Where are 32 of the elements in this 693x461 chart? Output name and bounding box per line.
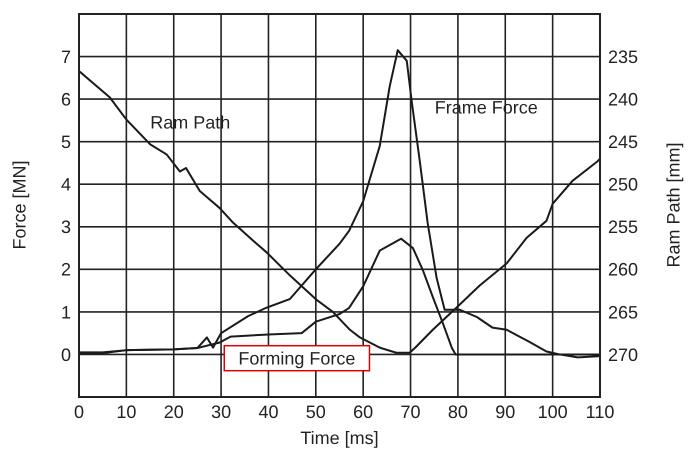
y2-axis-title: Ram Path [mm] xyxy=(664,142,684,268)
x-tick-label: 0 xyxy=(74,402,84,422)
x-tick-label: 70 xyxy=(400,402,421,422)
y2-tick-label: 260 xyxy=(608,260,638,280)
y-tick-label: 4 xyxy=(60,174,71,195)
x-tick-label: 10 xyxy=(116,402,136,422)
y-tick-label: 6 xyxy=(60,90,71,110)
x-tick-label: 50 xyxy=(306,402,326,422)
x-tick-label: 60 xyxy=(353,402,374,422)
y-axis-title: Force [MN] xyxy=(10,160,30,250)
y2-tick-label: 245 xyxy=(608,132,638,152)
x-tick-label: 100 xyxy=(538,402,568,422)
y-tick-label: 1 xyxy=(60,302,71,322)
x-tick-label: 20 xyxy=(164,402,184,422)
y2-tick-label: 270 xyxy=(608,344,638,365)
x-tick-label: 80 xyxy=(448,402,468,422)
y-tick-label: 5 xyxy=(60,132,71,152)
y2-tick-label: 265 xyxy=(608,302,638,322)
x-tick-label: 40 xyxy=(258,402,278,422)
y2-tick-label: 235 xyxy=(608,46,638,67)
series-label: Forming Force xyxy=(238,348,356,369)
y-tick-label: 3 xyxy=(60,217,71,238)
x-axis-title: Time [ms] xyxy=(299,428,380,449)
y-tick-label: 7 xyxy=(60,46,71,67)
x-tick-label: 110 xyxy=(586,402,614,422)
y-tick-label: 0 xyxy=(60,344,71,365)
y2-tick-label: 240 xyxy=(608,90,638,110)
y2-tick-label: 250 xyxy=(608,174,638,195)
x-tick-label: 30 xyxy=(211,402,232,422)
x-tick-label: 90 xyxy=(495,402,516,422)
y2-tick-label: 255 xyxy=(608,217,638,238)
y-tick-label: 2 xyxy=(60,260,71,280)
